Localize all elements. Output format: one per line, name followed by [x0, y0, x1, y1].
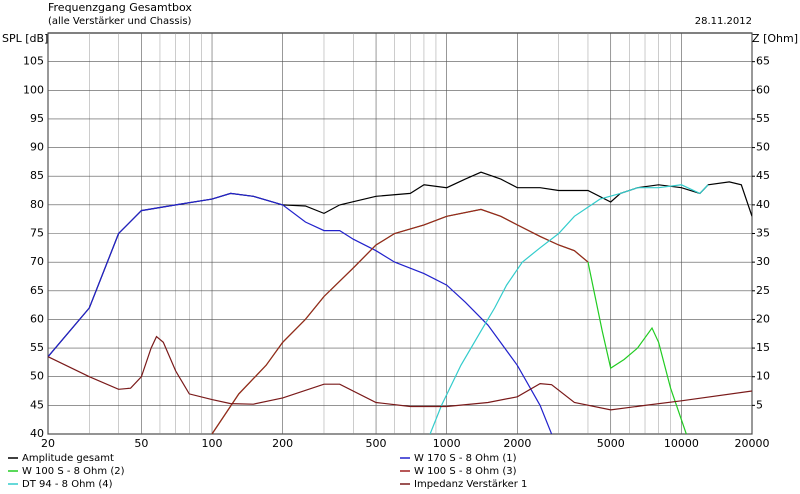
x-tick-label: 5000 — [597, 437, 625, 450]
x-tick-label: 50 — [134, 437, 148, 450]
series-line — [429, 184, 709, 434]
y2-tick-label: 35 — [756, 227, 770, 240]
legend-label: Amplitude gesamt — [22, 453, 114, 464]
y2-tick-label: 10 — [756, 370, 770, 383]
y2-tick-label: 55 — [756, 112, 770, 125]
y2-tick-label: 60 — [756, 83, 770, 96]
series-line — [48, 192, 553, 434]
y2-tick-label: 40 — [756, 198, 770, 211]
y-tick-label: 105 — [23, 55, 44, 68]
y-tick-label: 90 — [30, 141, 44, 154]
chart-title: Frequenzgang Gesamtbox — [48, 1, 192, 14]
y2-axis-label: Z [Ohm] — [752, 32, 798, 45]
y-tick-label: 75 — [30, 227, 44, 240]
y2-tick-label: 65 — [756, 55, 770, 68]
y-tick-label: 85 — [30, 169, 44, 182]
y-tick-label: 55 — [30, 341, 44, 354]
x-tick-label: 100 — [202, 437, 223, 450]
y2-tick-label: 5 — [756, 398, 763, 411]
y-tick-label: 60 — [30, 312, 44, 325]
chart-subtitle: (alle Verstärker und Chassis) — [48, 16, 192, 27]
legend-label: W 100 S - 8 Ohm (3) — [414, 466, 517, 477]
y-axis-label: SPL [dB] — [2, 32, 48, 45]
y-tick-label: 70 — [30, 255, 44, 268]
y2-tick-label: 45 — [756, 169, 770, 182]
x-tick-label: 500 — [366, 437, 387, 450]
x-tick-label: 20 — [41, 437, 55, 450]
y2-tick-label: 15 — [756, 341, 770, 354]
x-tick-label: 20000 — [735, 437, 770, 450]
y-tick-label: 95 — [30, 112, 44, 125]
y2-tick-label: 20 — [756, 312, 770, 325]
y-tick-label: 65 — [30, 284, 44, 297]
x-tick-label: 10000 — [664, 437, 699, 450]
x-tick-label: 2000 — [503, 437, 531, 450]
y-tick-label: 100 — [23, 83, 44, 96]
x-tick-label: 1000 — [433, 437, 461, 450]
legend-label: DT 94 - 8 Ohm (4) — [22, 479, 113, 490]
y2-tick-label: 25 — [756, 284, 770, 297]
x-tick-label: 200 — [272, 437, 293, 450]
legend-label: W 170 S - 8 Ohm (1) — [414, 453, 517, 464]
y-tick-label: 45 — [30, 398, 44, 411]
y2-tick-label: 30 — [756, 255, 770, 268]
legend-label: Impedanz Verstärker 1 — [414, 479, 527, 490]
series-line — [211, 208, 589, 434]
y-tick-label: 40 — [30, 427, 44, 440]
legend-label: W 100 S - 8 Ohm (2) — [22, 466, 125, 477]
y-tick-label: 80 — [30, 198, 44, 211]
y-tick-label: 50 — [30, 370, 44, 383]
chart-date: 28.11.2012 — [695, 16, 752, 27]
series-line — [48, 335, 752, 411]
y2-tick-label: 50 — [756, 141, 770, 154]
